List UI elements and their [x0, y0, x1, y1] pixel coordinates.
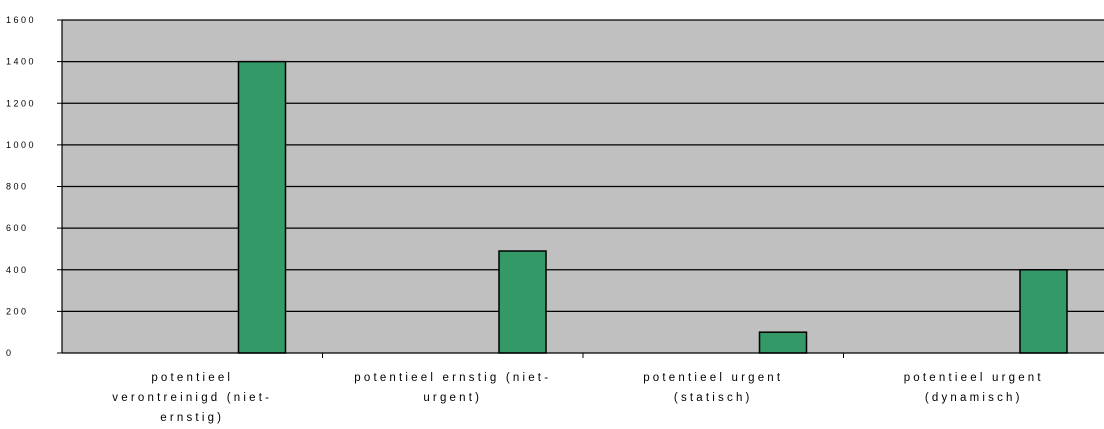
y-tick-labels: 0 200 400 600 800 1000 1200 1400 1600: [6, 15, 36, 358]
axes: [57, 19, 1104, 358]
y-tick-label: 400: [6, 265, 29, 275]
y-tick-label: 0: [6, 348, 14, 358]
x-tick-label: potentieel ernstig (niet-urgent): [354, 372, 552, 404]
y-tick-label: 1000: [6, 140, 36, 150]
y-tick-label: 800: [6, 182, 29, 192]
bar: [758, 331, 808, 354]
y-tick-label: 1200: [6, 98, 36, 108]
x-tick-label: potentieel urgent (dynamisch): [903, 372, 1044, 404]
x-tick-label: potentieel urgent (statisch): [643, 372, 784, 404]
y-tick-label: 1600: [6, 15, 36, 25]
x-tick-label: potentieel verontreinigd (niet-ernstig): [112, 372, 273, 424]
bars: [237, 60, 1068, 354]
bar: [237, 60, 287, 354]
gridlines: [62, 19, 1104, 313]
bar: [1019, 269, 1068, 354]
y-tick-label: 600: [6, 223, 29, 233]
bar: [498, 250, 547, 354]
y-tick-label: 1400: [6, 57, 36, 67]
y-tick-label: 200: [6, 306, 29, 316]
